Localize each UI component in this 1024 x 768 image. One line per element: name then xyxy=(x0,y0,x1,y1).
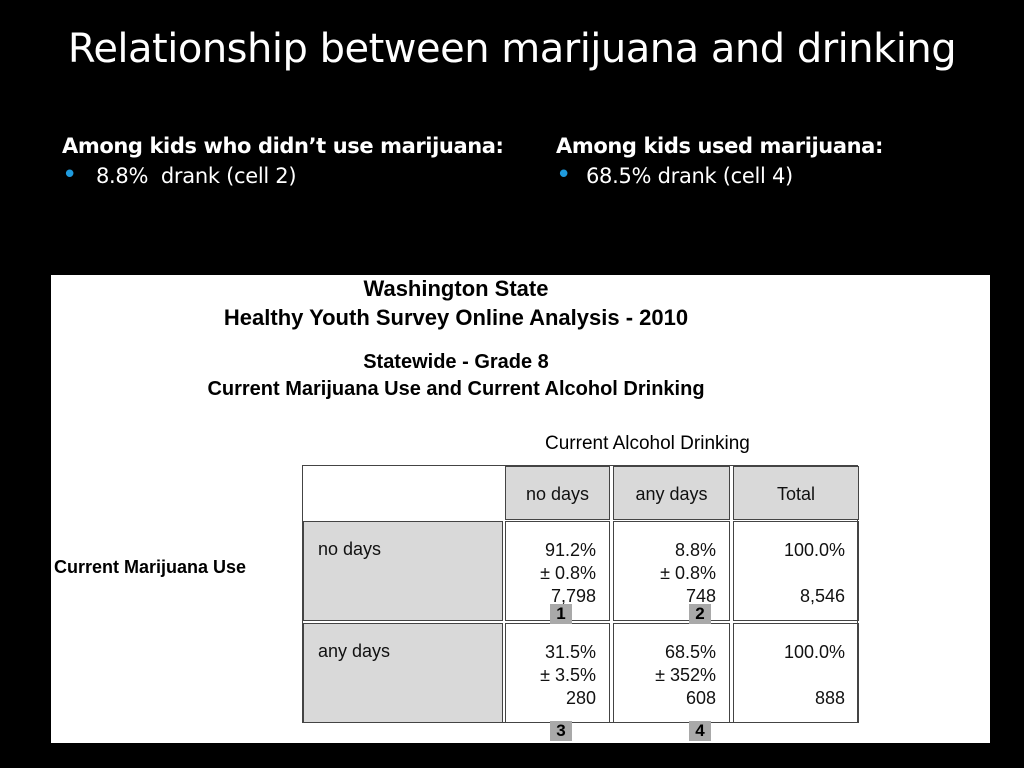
cell-margin xyxy=(734,562,845,585)
cell-count: 888 xyxy=(814,688,845,708)
figure-title-line-3: Statewide - Grade 8 xyxy=(363,351,549,373)
right-bullet: • 68.5% drank (cell 4) xyxy=(556,160,883,190)
table-cell: 100.0% 8,546 xyxy=(733,521,859,621)
right-column: Among kids used marijuana: • 68.5% drank… xyxy=(556,134,883,188)
cell-number-badge: 1 xyxy=(550,604,572,624)
right-bullet-text: 68.5% drank (cell 4) xyxy=(586,164,793,188)
cell-percent: 8.8% xyxy=(674,540,716,560)
cell-count: 748 xyxy=(685,586,716,606)
table-cell: 91.2% ± 0.8% 7,798 xyxy=(505,521,610,621)
left-bullet: • 8.8% drank (cell 2) xyxy=(62,160,504,190)
cell-margin xyxy=(734,664,845,687)
cell-percent: 68.5% xyxy=(664,642,716,662)
column-variable-label: Current Alcohol Drinking xyxy=(545,433,750,454)
cell-percent: 91.2% xyxy=(544,540,596,560)
right-heading: Among kids used marijuana: xyxy=(556,134,883,158)
figure-title-line-1: Washington State xyxy=(363,276,549,301)
slide-title: Relationship between marijuana and drink… xyxy=(67,26,957,72)
column-header: any days xyxy=(613,466,730,520)
cell-number-badge: 2 xyxy=(689,604,711,624)
figure-title-line-4: Current Marijuana Use and Current Alcoho… xyxy=(207,378,705,400)
cell-count: 280 xyxy=(565,688,596,708)
table-cell: 100.0% 888 xyxy=(733,623,859,723)
figure-margin xyxy=(913,275,990,743)
row-header: no days xyxy=(303,521,503,621)
corner-cell xyxy=(303,466,504,521)
left-column: Among kids who didn’t use marijuana: • 8… xyxy=(62,134,504,188)
table-cell: 31.5% ± 3.5% 280 xyxy=(505,623,610,723)
cell-count: 608 xyxy=(685,688,716,708)
row-variable-label: Current Marijuana Use xyxy=(54,557,247,577)
cell-margin: ± 3.5% xyxy=(540,665,596,685)
cell-percent: 100.0% xyxy=(783,540,845,560)
figure-title-line-2: Healthy Youth Survey Online Analysis - 2… xyxy=(223,305,689,330)
table-cell: 68.5% ± 352% 608 xyxy=(613,623,730,723)
cell-margin: ± 352% xyxy=(655,665,716,685)
bullet-dot-icon: • xyxy=(556,160,572,190)
cell-count: 7,798 xyxy=(550,586,596,606)
bullet-dot-icon: • xyxy=(62,160,78,190)
cell-number-badge: 4 xyxy=(689,721,711,741)
column-header: Total xyxy=(733,466,859,520)
cell-percent: 31.5% xyxy=(544,642,596,662)
cell-number-badge: 3 xyxy=(550,721,572,741)
table-cell: 8.8% ± 0.8% 748 xyxy=(613,521,730,621)
cell-margin: ± 0.8% xyxy=(540,563,596,583)
left-bullet-text: 8.8% drank (cell 2) xyxy=(96,164,297,188)
cell-percent: 100.0% xyxy=(783,642,845,662)
column-header: no days xyxy=(505,466,610,520)
left-heading: Among kids who didn’t use marijuana: xyxy=(62,134,504,158)
cell-margin: ± 0.8% xyxy=(660,563,716,583)
cell-count: 8,546 xyxy=(799,586,845,606)
crosstab-figure: Washington State Healthy Youth Survey On… xyxy=(51,275,990,743)
row-header: any days xyxy=(303,623,503,723)
crosstab-table: no days any days Total no days 91.2% ± 0… xyxy=(302,465,859,723)
